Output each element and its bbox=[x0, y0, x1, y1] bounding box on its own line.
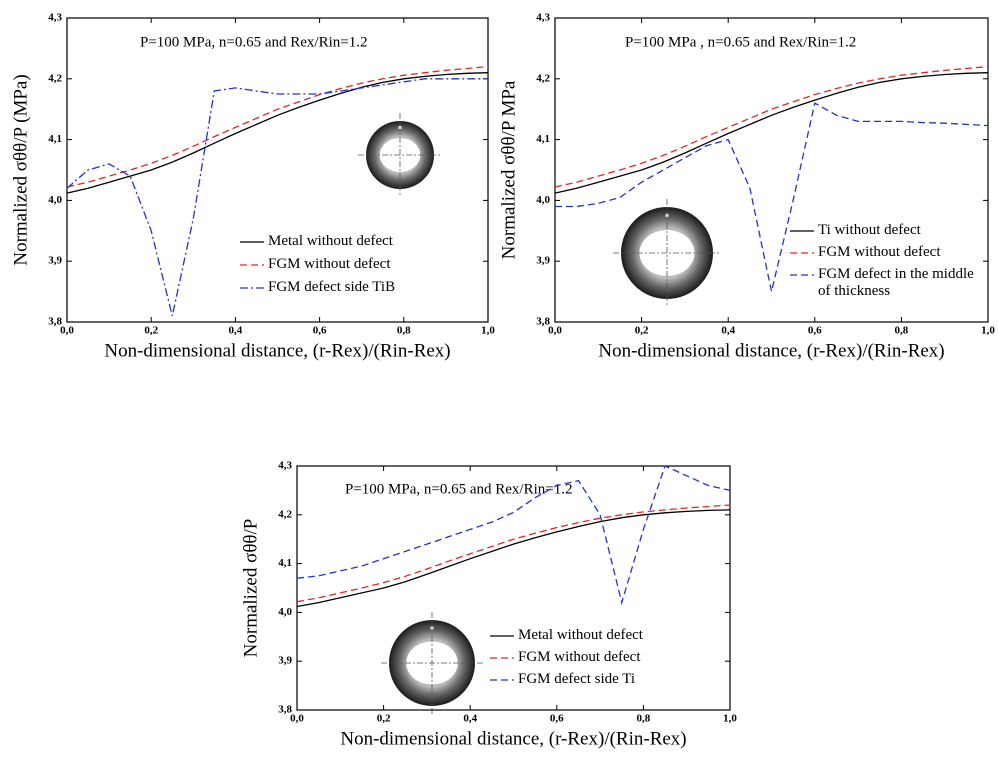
y-tick-label: 3,8 bbox=[48, 316, 62, 328]
x-tick-label: 0,0 bbox=[548, 325, 562, 337]
x-axis-label: Non-dimensional distance, (r-Rex)/(Rin-R… bbox=[340, 728, 686, 749]
series-line bbox=[296, 509, 731, 608]
y-tick-label: 4,3 bbox=[278, 460, 292, 472]
series-line bbox=[66, 78, 488, 317]
series-line bbox=[296, 465, 731, 606]
y-tick-label: 3,9 bbox=[536, 255, 550, 267]
y-tick-label: 3,9 bbox=[48, 255, 62, 267]
x-tick-label: 1,0 bbox=[981, 325, 995, 337]
y-tick-label: 4,3 bbox=[48, 12, 62, 24]
legend-label: FGM defect in the middle of thickness bbox=[818, 266, 974, 299]
x-tick-label: 0,8 bbox=[397, 325, 411, 337]
legend-box: FGM without defect bbox=[518, 649, 641, 665]
legend-label: FGM defect side TiB bbox=[268, 279, 396, 295]
legend-box: FGM without defect bbox=[818, 244, 941, 260]
y-tick-label: 3,8 bbox=[278, 704, 292, 716]
x-tick-label: 1,0 bbox=[481, 325, 495, 337]
legend-box: Metal without defect bbox=[268, 233, 393, 249]
series-line bbox=[66, 72, 489, 194]
y-tick-label: 4,0 bbox=[48, 194, 62, 206]
x-tick-label: 0,2 bbox=[635, 325, 649, 337]
legend-box: Metal without defect bbox=[518, 627, 643, 643]
x-tick-label: 1,0 bbox=[723, 713, 737, 725]
y-tick-label: 4,0 bbox=[278, 606, 292, 618]
plot-frame bbox=[66, 17, 489, 323]
x-tick-label: 0,2 bbox=[377, 713, 391, 725]
legend-box: Ti without defect bbox=[818, 222, 921, 238]
x-tick-label: 0,4 bbox=[463, 713, 477, 725]
y-tick-label: 4,1 bbox=[278, 557, 292, 569]
annotation: P=100 MPa, n=0.65 and Rex/Rin=1.2 bbox=[140, 34, 367, 50]
legend-label: FGM defect side Ti bbox=[518, 671, 636, 687]
x-tick-label: 0,8 bbox=[895, 325, 909, 337]
legend-box: FGM without defect bbox=[268, 256, 391, 272]
ring-defect bbox=[665, 213, 669, 217]
x-tick-label: 0,4 bbox=[229, 325, 243, 337]
y-tick-label: 4,3 bbox=[536, 12, 550, 24]
legend-label: Ti without defect bbox=[818, 222, 921, 238]
y-tick-label: 3,8 bbox=[536, 316, 550, 328]
x-tick-label: 0,8 bbox=[637, 713, 651, 725]
y-tick-label: 4,1 bbox=[536, 133, 550, 145]
y-tick-label: 4,2 bbox=[536, 72, 550, 84]
y-axis-label: Normalized σθθ/P bbox=[240, 519, 261, 658]
x-tick-label: 0,6 bbox=[808, 325, 822, 337]
y-tick-label: 3,9 bbox=[278, 655, 292, 667]
legend-box: FGM defect in the middle of thickness bbox=[818, 266, 974, 299]
x-tick-label: 0,2 bbox=[144, 325, 158, 337]
x-tick-label: 0,6 bbox=[313, 325, 327, 337]
y-axis-label: Normalized σθθ/P (MPa) bbox=[10, 74, 31, 265]
x-axis-label: Non-dimensional distance, (r-Rex)/(Rin-R… bbox=[598, 340, 944, 361]
series-line bbox=[554, 72, 989, 194]
legend-label: FGM without defect bbox=[518, 649, 641, 665]
series-line bbox=[66, 65, 489, 188]
annotation: P=100 MPa , n=0.65 and Rex/Rin=1.2 bbox=[625, 34, 856, 50]
ring-defect bbox=[398, 126, 402, 130]
y-tick-label: 4,0 bbox=[536, 194, 550, 206]
y-tick-label: 4,2 bbox=[278, 508, 292, 520]
x-tick-label: 0,4 bbox=[721, 325, 735, 337]
x-tick-label: 0,6 bbox=[550, 713, 564, 725]
y-axis-label: Normalized σθθ/P MPa bbox=[498, 80, 519, 259]
series-line bbox=[296, 504, 731, 603]
legend-box: FGM defect side Ti bbox=[518, 671, 636, 687]
legend-label: FGM without defect bbox=[818, 244, 941, 260]
ring-defect bbox=[430, 626, 434, 630]
x-tick-label: 0,0 bbox=[290, 713, 304, 725]
y-tick-label: 4,1 bbox=[48, 133, 62, 145]
x-axis-label: Non-dimensional distance, (r-Rex)/(Rin-R… bbox=[104, 340, 450, 361]
legend-box: FGM defect side TiB bbox=[268, 279, 396, 295]
x-tick-label: 0,0 bbox=[60, 325, 74, 337]
plot-frame bbox=[554, 17, 989, 323]
legend-label: Metal without defect bbox=[518, 627, 643, 643]
legend-label: Metal without defect bbox=[268, 233, 393, 249]
plot-frame bbox=[296, 465, 731, 711]
y-tick-label: 4,2 bbox=[48, 72, 62, 84]
series-line bbox=[554, 65, 989, 188]
legend-label: FGM without defect bbox=[268, 256, 391, 272]
annotation: P=100 MPa, n=0.65 and Rex/Rin=1.2 bbox=[345, 481, 572, 497]
